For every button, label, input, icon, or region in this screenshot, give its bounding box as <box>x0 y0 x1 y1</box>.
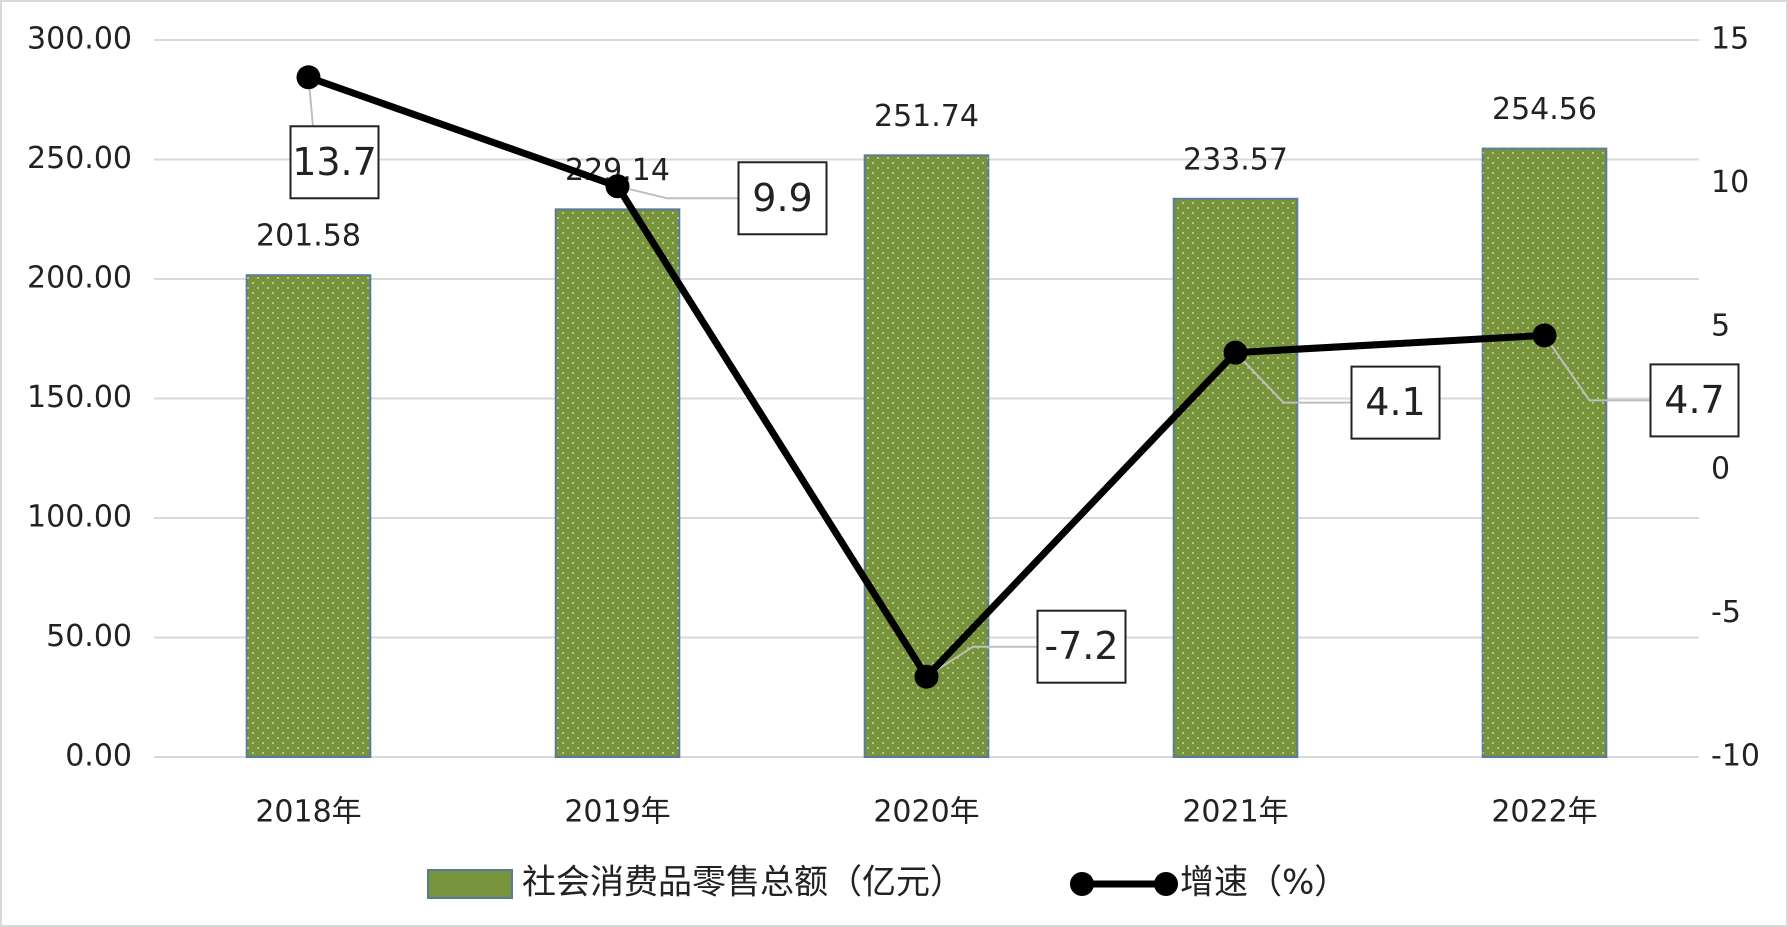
line-marker <box>296 65 321 90</box>
y-tick-label: 300.00 <box>27 22 132 57</box>
line-value-label: -7.2 <box>1044 624 1118 668</box>
bar-value-label: 254.56 <box>1492 92 1597 127</box>
line-label-box <box>1036 609 1127 684</box>
bar-texture <box>246 275 371 757</box>
x-tick-label: 2018年 <box>255 795 361 830</box>
line-value-label: 13.7 <box>292 140 377 184</box>
line-label-box <box>1350 365 1441 440</box>
bar-texture <box>1173 198 1298 757</box>
label-leader <box>925 645 1038 678</box>
bar-texture <box>1482 148 1607 758</box>
y2-tick-label: 0 <box>1711 452 1730 487</box>
legend-label: 社会消费品零售总额（亿元） <box>522 863 964 903</box>
y2-tick-label: -5 <box>1711 595 1741 630</box>
legend-swatch <box>427 869 513 899</box>
y-tick-label: 100.00 <box>27 500 132 535</box>
y-tick-label: 250.00 <box>27 141 132 176</box>
bar-texture <box>864 155 989 757</box>
legend-marker <box>1070 872 1094 896</box>
line-value-label: 4.1 <box>1365 380 1425 424</box>
y-tick-label: 200.00 <box>27 261 132 296</box>
y2-tick-label: -10 <box>1711 739 1760 774</box>
x-tick-label: 2021年 <box>1182 795 1288 830</box>
y-tick-label: 50.00 <box>46 619 132 654</box>
y-tick-label: 0.00 <box>65 739 132 774</box>
y-tick-label: 150.00 <box>27 380 132 415</box>
label-leader <box>1543 334 1651 402</box>
line-value-label: 4.7 <box>1664 378 1724 422</box>
line-label-box <box>1649 363 1740 438</box>
line-marker <box>605 174 630 199</box>
line-label-box <box>289 125 380 200</box>
line-marker <box>914 664 939 689</box>
line-marker <box>1532 323 1557 348</box>
bar-texture <box>555 209 680 757</box>
x-tick-label: 2020年 <box>873 795 979 830</box>
label-leader <box>1234 351 1352 404</box>
line-marker <box>1223 340 1248 365</box>
y2-tick-label: 15 <box>1711 22 1749 57</box>
legend-marker <box>1154 872 1178 896</box>
bar-value-label: 201.58 <box>256 219 361 254</box>
y2-tick-label: 10 <box>1711 165 1749 200</box>
line-label-box <box>737 161 828 236</box>
label-leader <box>617 185 739 200</box>
bar-value-label: 233.57 <box>1183 142 1288 177</box>
y2-tick-label: 5 <box>1711 308 1730 343</box>
bar-value-label: 251.74 <box>874 99 979 134</box>
x-tick-label: 2019年 <box>564 795 670 830</box>
legend-label: 增速（%） <box>1180 863 1348 903</box>
x-tick-label: 2022年 <box>1491 795 1597 830</box>
line-value-label: 9.9 <box>752 176 812 220</box>
